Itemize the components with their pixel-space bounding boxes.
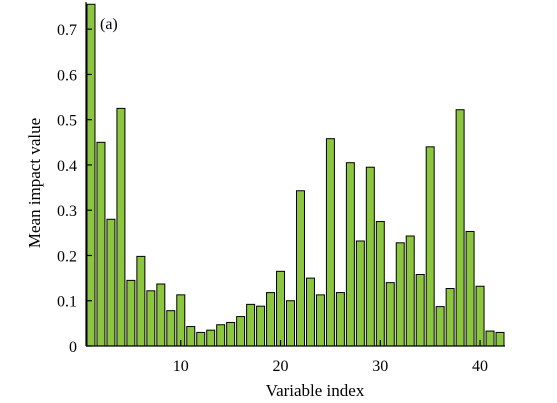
bar-17 (246, 303, 256, 347)
y-tick-label: 0.5 (57, 113, 77, 130)
y-tick-label: 0.4 (57, 158, 77, 175)
bar-21 (286, 300, 295, 347)
bar-11 (186, 326, 196, 347)
bar-15 (226, 321, 236, 347)
y-tick-label: 0.3 (57, 203, 77, 220)
y-axis-title: Mean impact value (25, 118, 44, 248)
bar-9 (166, 310, 176, 347)
bar-30 (375, 221, 385, 347)
panel-label: (a) (100, 16, 118, 33)
bar-18 (256, 305, 266, 347)
bar-14 (216, 324, 226, 347)
y-tick-label: 0 (69, 339, 77, 356)
x-tick-label: 40 (472, 358, 488, 375)
x-tick-label: 10 (173, 358, 189, 375)
bar-20 (276, 270, 286, 347)
bar-36 (435, 306, 445, 347)
bar-40 (475, 285, 485, 347)
bar-24 (315, 294, 325, 347)
bar-39 (465, 230, 475, 347)
bar-34 (415, 273, 425, 347)
x-axis-title: Variable index (266, 381, 365, 400)
bar-33 (405, 235, 415, 347)
bar-10 (176, 294, 186, 347)
bar-35 (425, 146, 435, 347)
y-tick-label: 0.2 (57, 248, 77, 265)
bar-32 (395, 242, 405, 347)
bar-19 (266, 292, 276, 347)
bar-12 (196, 331, 206, 347)
bar-31 (385, 282, 395, 347)
bar-3 (106, 218, 116, 347)
bar-38 (455, 109, 465, 347)
bar-42 (495, 331, 505, 347)
x-tick-label: 20 (273, 358, 289, 375)
bars-group (86, 3, 505, 347)
bar-2 (96, 141, 106, 347)
bar-7 (146, 290, 156, 347)
y-tick-label: 0.7 (57, 22, 77, 39)
bar-5 (126, 279, 136, 347)
bar-13 (206, 329, 216, 347)
bar-23 (305, 277, 315, 347)
bar-37 (445, 288, 455, 347)
bar-4 (116, 107, 126, 347)
bar-29 (365, 166, 375, 347)
bar-25 (325, 138, 335, 347)
bar-26 (335, 292, 345, 347)
y-tick-label: 0.6 (57, 67, 77, 84)
bar-41 (485, 330, 495, 347)
axes-group: 0 0.1 0.2 0.3 0.4 0.5 0.6 0.7 10 20 30 40 (57, 2, 505, 375)
x-tick-label: 30 (372, 358, 388, 375)
bar-8 (156, 283, 166, 347)
y-tick-label: 0.1 (57, 294, 77, 311)
bar-16 (236, 316, 246, 347)
bar-1 (86, 3, 96, 347)
bar-27 (345, 162, 355, 347)
bar-6 (136, 255, 146, 347)
bar-28 (355, 240, 365, 347)
bar-22 (296, 190, 305, 347)
